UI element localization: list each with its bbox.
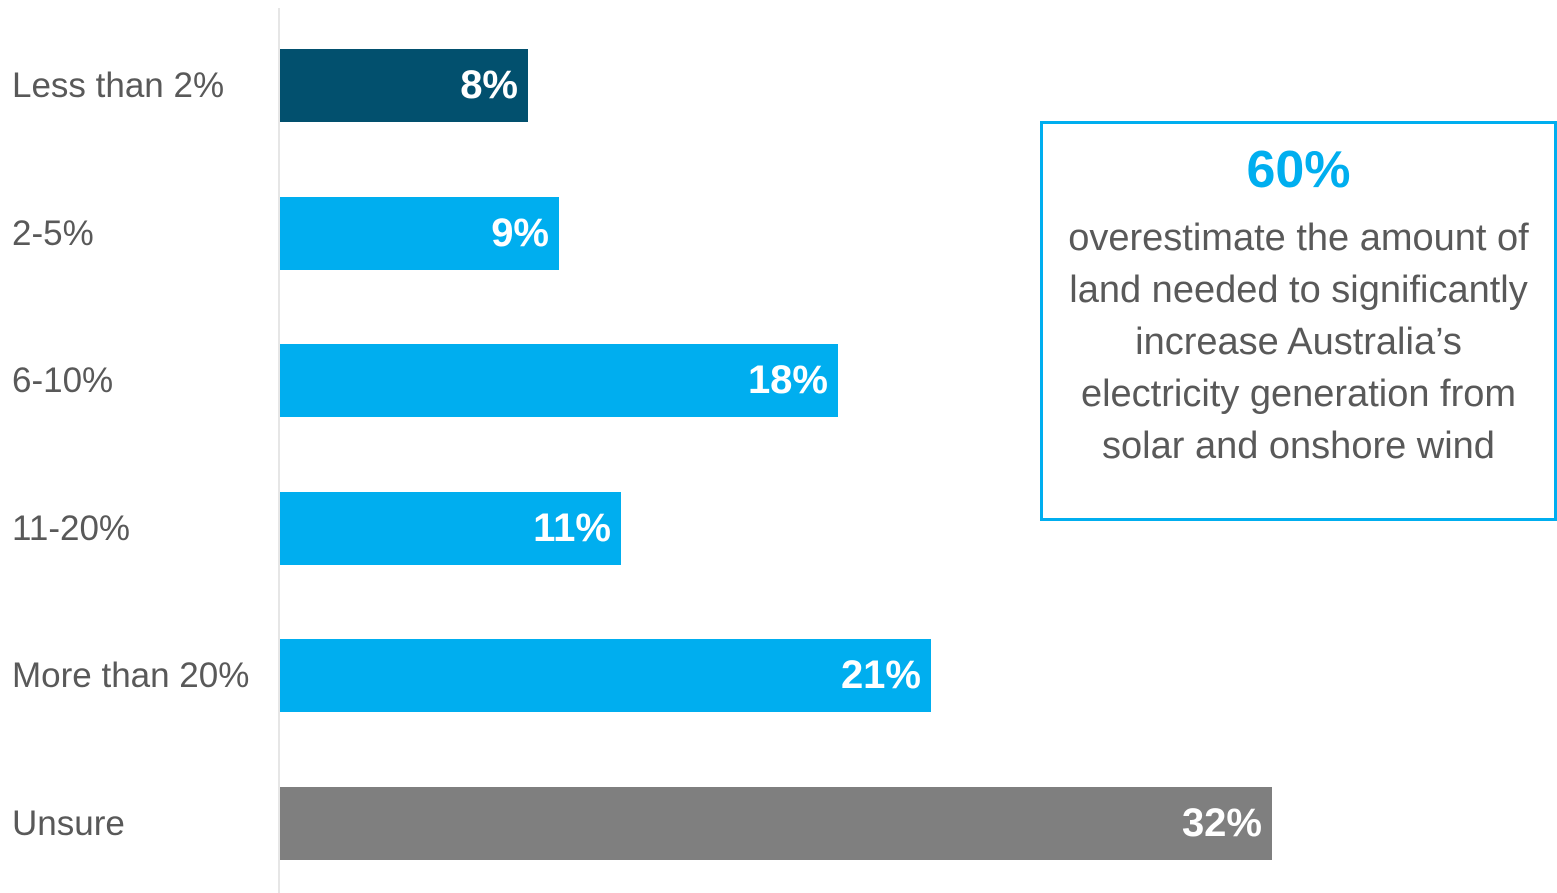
- bar: 18%: [280, 344, 838, 417]
- category-label: 2-5%: [12, 213, 94, 253]
- category-label: Less than 2%: [12, 65, 225, 105]
- bar: 11%: [280, 492, 621, 565]
- bar: 21%: [280, 639, 931, 712]
- bar: 9%: [280, 197, 559, 270]
- category-label: More than 20%: [12, 655, 250, 695]
- bar-value-label: 18%: [747, 358, 828, 402]
- bar: 8%: [280, 49, 528, 122]
- bar: 32%: [280, 787, 1272, 860]
- callout-text: overestimate the amount of land needed t…: [1068, 217, 1529, 467]
- bar-value-label: 11%: [533, 506, 611, 550]
- callout-box: 60% overestimate the amount of land need…: [1040, 121, 1557, 521]
- bar-value-label: 32%: [1181, 801, 1262, 845]
- category-label: 6-10%: [12, 360, 114, 400]
- bar-value-label: 9%: [491, 211, 549, 255]
- bar-value-label: 21%: [840, 653, 921, 697]
- category-label: 11-20%: [12, 508, 131, 548]
- callout-stat: 60%: [1246, 141, 1351, 199]
- bar-value-label: 8%: [460, 63, 518, 107]
- category-axis-line: [278, 8, 280, 893]
- category-label: Unsure: [12, 803, 125, 843]
